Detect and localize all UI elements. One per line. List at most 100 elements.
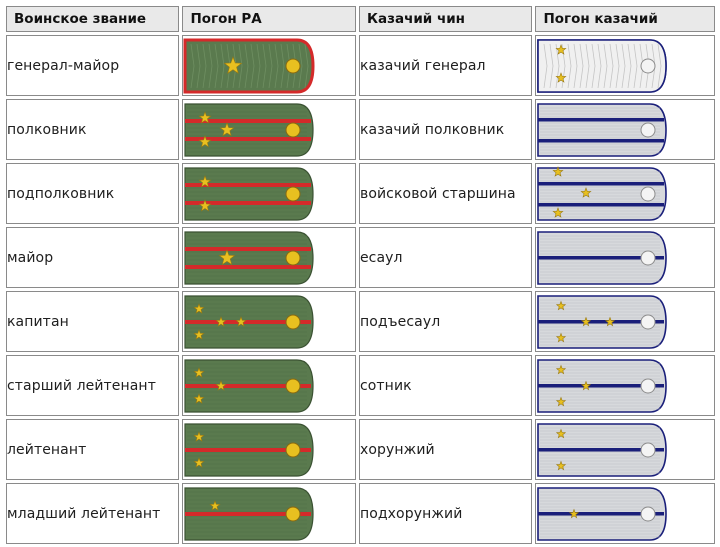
star-icon [555, 43, 568, 55]
button-icon [285, 250, 301, 265]
table-row: майор есаул [6, 227, 715, 288]
cossack-shoulder-board-image [537, 102, 668, 157]
cossack-shoulder-board-image [537, 294, 668, 349]
military-rank-cell: лейтенант [6, 419, 180, 480]
zigzag-pattern [275, 43, 279, 88]
zigzag-pattern [251, 43, 255, 88]
star-icon [193, 302, 206, 314]
red-stripe [185, 136, 312, 141]
star-icon [220, 121, 235, 136]
zigzag-pattern [634, 43, 638, 88]
ra-shoulder-board-image [184, 486, 315, 541]
zigzag-pattern [245, 43, 249, 88]
red-stripe [185, 511, 312, 516]
military-rank-cell: старший лейтенант [6, 355, 180, 416]
star-icon [569, 508, 580, 518]
star-icon [556, 396, 567, 406]
ra-board-cell [182, 163, 356, 224]
military-rank-cell: генерал-майор [6, 35, 180, 96]
header-ra-shoulder-board: Погон РА [182, 6, 356, 32]
blue-stripe [538, 202, 665, 206]
star-icon [193, 392, 206, 404]
zigzag-pattern [239, 43, 243, 88]
military-rank-cell: подполковник [6, 163, 180, 224]
button-icon [285, 442, 301, 457]
zigzag-pattern [299, 43, 303, 88]
button-icon [640, 122, 656, 137]
rank-comparison-table: Воинское звание Погон РА Казачий чин Пог… [3, 3, 718, 547]
zigzag-pattern [221, 43, 225, 88]
star-icon [224, 55, 243, 74]
star-icon [580, 186, 593, 198]
button-icon [285, 186, 301, 201]
ra-board-cell [182, 227, 356, 288]
blue-stripe [538, 255, 665, 259]
zigzag-pattern [610, 43, 614, 88]
board-edging [183, 38, 315, 93]
cossack-board-cell [535, 163, 715, 224]
table-row: полковник казачий полковник [6, 99, 715, 160]
zigzag-pattern [544, 43, 548, 88]
red-stripe [185, 118, 312, 123]
button-icon [640, 186, 656, 201]
board-base [184, 230, 315, 285]
zigzag-pattern [257, 43, 261, 88]
blue-stripe [538, 181, 665, 185]
zigzag-pattern [197, 43, 201, 88]
ra-board-cell [182, 99, 356, 160]
military-rank-cell: капитан [6, 291, 180, 352]
board-base [184, 102, 315, 157]
cossack-shoulder-board-image [537, 358, 668, 413]
header-cossack-shoulder-board: Погон казачий [535, 6, 715, 32]
blue-stripe [538, 447, 665, 451]
red-stripe [185, 264, 312, 269]
cossack-rank-cell: есаул [358, 227, 533, 288]
zigzag-pattern [263, 43, 267, 88]
zigzag-pattern [574, 43, 578, 88]
blue-stripe [538, 117, 665, 121]
blue-stripe [538, 383, 665, 387]
star-icon [215, 379, 228, 391]
zigzag-pattern [281, 43, 285, 88]
star-icon [581, 316, 592, 326]
zigzag-pattern [550, 43, 554, 88]
button-icon [640, 58, 656, 73]
zigzag-pattern [598, 43, 602, 88]
cossack-shoulder-board-image [537, 486, 668, 541]
board-base-silver [537, 38, 668, 93]
header-cossack-rank: Казачий чин [358, 6, 533, 32]
table-header-row: Воинское звание Погон РА Казачий чин Пог… [6, 6, 715, 32]
ra-shoulder-board-image [184, 230, 315, 285]
ra-board-cell [182, 355, 356, 416]
star-icon [198, 174, 213, 188]
star-icon [193, 456, 206, 468]
button-icon [640, 506, 656, 521]
zigzag-pattern [568, 43, 572, 88]
button-icon [285, 378, 301, 393]
cossack-shoulder-board-image [537, 230, 668, 285]
zigzag-pattern [580, 43, 584, 88]
cossack-board-cell [535, 99, 715, 160]
blue-stripe [538, 511, 665, 515]
star-icon [235, 315, 248, 327]
zigzag-pattern [616, 43, 620, 88]
zigzag-pattern [586, 43, 590, 88]
red-stripe [185, 319, 312, 324]
table-row: младший лейтенант подхорунжий [6, 483, 715, 544]
button-icon [285, 314, 301, 329]
table-row: подполковник войсковой старшина [6, 163, 715, 224]
board-base [184, 166, 315, 221]
star-icon [556, 460, 567, 470]
star-icon [555, 71, 568, 83]
ra-shoulder-board-image [184, 422, 315, 477]
button-icon [640, 250, 656, 265]
zigzag-pattern [305, 43, 309, 88]
red-stripe [185, 447, 312, 452]
star-icon [209, 499, 222, 511]
zigzag-pattern [191, 43, 195, 88]
ra-board-cell [182, 483, 356, 544]
military-rank-cell: полковник [6, 99, 180, 160]
cossack-rank-cell: подхорунжий [358, 483, 533, 544]
zigzag-pattern [658, 43, 662, 88]
star-icon [552, 165, 565, 177]
